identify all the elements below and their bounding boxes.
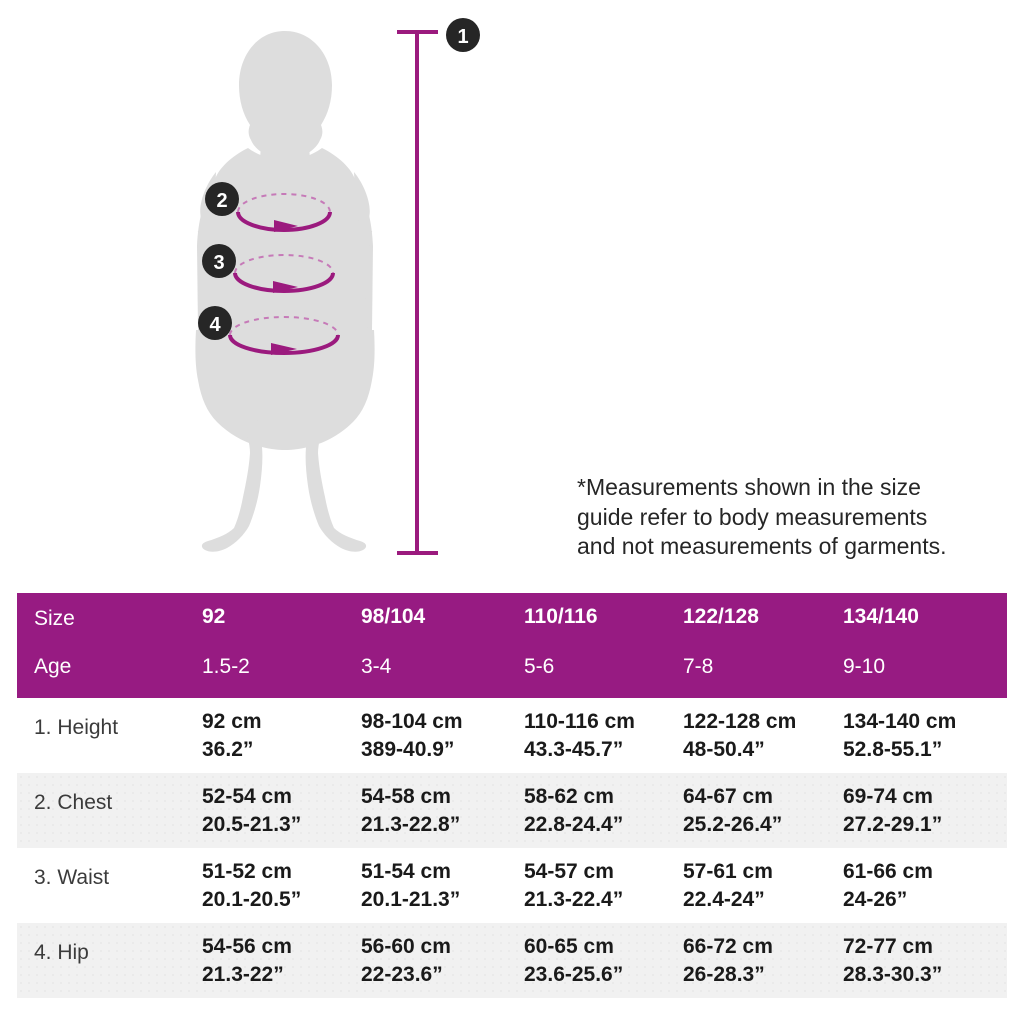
svg-text:3: 3 [213,252,224,274]
svg-text:2: 2 [216,190,227,212]
svg-text:4: 4 [209,314,221,336]
svg-text:1: 1 [457,26,468,48]
